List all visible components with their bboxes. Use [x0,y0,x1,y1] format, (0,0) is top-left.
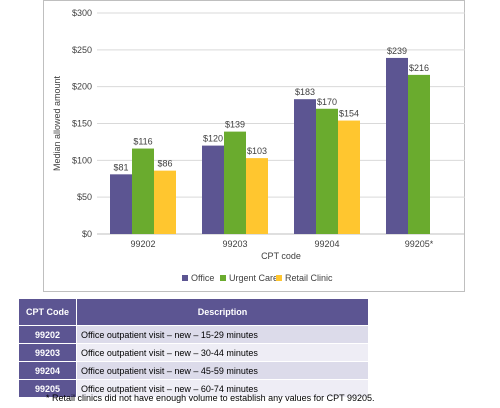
data-label: $139 [225,120,245,130]
bar [294,99,316,234]
bar [408,74,430,234]
legend-label: Office [191,273,214,283]
bar [386,57,408,234]
footnote: * Retail clinics did not have enough vol… [46,393,375,403]
y-tick-label: $0 [82,229,92,239]
legend-label: Retail Clinic [285,273,333,283]
bar [246,158,268,234]
data-label: $170 [317,97,337,107]
header-cpt-code: CPT Code [18,298,77,326]
data-label: $81 [113,162,128,172]
bar [338,120,360,234]
data-label: $116 [133,137,152,147]
table-row: 99204 Office outpatient visit – new – 45… [18,361,369,380]
cpt-code-table: CPT Code Description 99202 Office outpat… [18,298,369,398]
table-row: 99205 Office outpatient visit – new – 60… [18,379,369,398]
description-cell: Office outpatient visit – new – 60-74 mi… [76,379,369,398]
header-description: Description [76,298,369,326]
y-tick-label: $200 [72,82,92,92]
data-label: $103 [247,146,267,156]
x-tick-label: 99202 [130,239,155,249]
y-tick-label: $100 [72,155,92,165]
bar [202,145,224,234]
y-tick-label: $300 [72,8,92,18]
cpt-code-cell: 99203 [18,343,77,362]
data-label: $183 [295,87,315,97]
cpt-code-cell: 99204 [18,361,77,380]
legend-swatch [276,275,282,281]
x-tick-label: 99205* [405,239,434,249]
cpt-code-cell: 99202 [18,325,77,344]
table-row: 99203 Office outpatient visit – new – 30… [18,343,369,362]
x-tick-label: 99203 [222,239,247,249]
y-tick-label: $250 [72,45,92,55]
bar [224,131,246,234]
y-tick-label: $50 [77,192,92,202]
data-label: $154 [339,109,359,119]
bar [110,174,132,234]
y-tick-label: $150 [72,119,92,129]
data-label: $86 [157,159,172,169]
y-axis-label: Median allowed amount [52,75,62,171]
description-cell: Office outpatient visit – new – 15-29 mi… [76,325,369,344]
legend-label: Urgent Care [229,273,278,283]
legend-swatch [220,275,226,281]
x-tick-label: 99204 [314,239,339,249]
legend-swatch [182,275,188,281]
table-header-row: CPT Code Description [18,298,369,326]
bar [316,108,338,234]
data-label: $239 [387,46,407,56]
description-cell: Office outpatient visit – new – 30-44 mi… [76,343,369,362]
bar-chart: $0 $50 $100 $150 $200 $250 $300 $81 $116 $86 99202… [52,8,465,283]
x-axis-label: CPT code [261,251,301,261]
data-label: $120 [203,134,223,144]
data-label: $216 [409,63,429,73]
description-cell: Office outpatient visit – new – 45-59 mi… [76,361,369,380]
bar [132,148,154,234]
bar [154,170,176,234]
table-row: 99202 Office outpatient visit – new – 15… [18,325,369,344]
